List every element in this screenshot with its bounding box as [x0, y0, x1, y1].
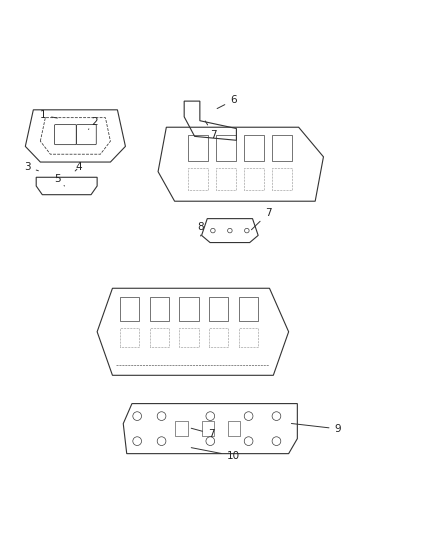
Bar: [176, 421, 187, 436]
Bar: [209, 297, 228, 321]
Text: 6: 6: [217, 95, 237, 109]
Bar: [188, 135, 208, 160]
Bar: [120, 297, 139, 321]
Bar: [150, 328, 169, 348]
Bar: [244, 168, 264, 190]
Text: 2: 2: [88, 117, 98, 130]
Text: 10: 10: [191, 448, 240, 461]
Bar: [209, 328, 228, 348]
Bar: [272, 135, 292, 160]
Bar: [239, 297, 258, 321]
Bar: [228, 421, 240, 436]
Bar: [180, 297, 198, 321]
Text: 5: 5: [55, 174, 64, 186]
Bar: [201, 421, 214, 436]
Bar: [120, 328, 139, 348]
Bar: [216, 168, 236, 190]
Text: 1: 1: [39, 110, 57, 120]
Bar: [244, 135, 264, 160]
Bar: [216, 135, 236, 160]
Text: 7: 7: [205, 121, 217, 140]
Text: 7: 7: [251, 208, 272, 230]
Bar: [188, 168, 208, 190]
Text: 9: 9: [291, 424, 341, 434]
Bar: [180, 328, 198, 348]
Text: 7: 7: [191, 428, 215, 439]
Text: 3: 3: [24, 162, 39, 172]
Text: 4: 4: [75, 162, 82, 172]
Bar: [239, 328, 258, 348]
Text: 8: 8: [198, 222, 204, 236]
Bar: [272, 168, 292, 190]
Bar: [150, 297, 169, 321]
